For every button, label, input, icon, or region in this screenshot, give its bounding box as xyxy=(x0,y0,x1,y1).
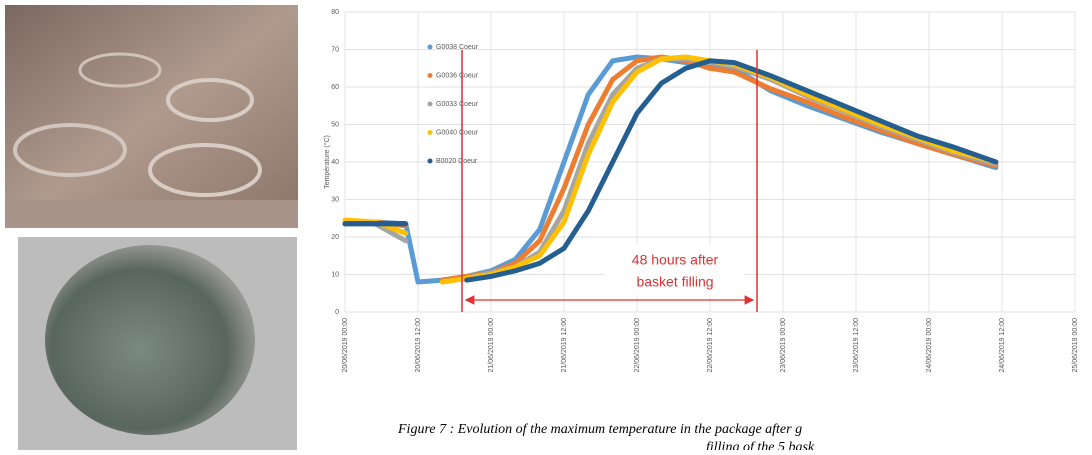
y-tick-label: 40 xyxy=(331,159,339,166)
photo-detail xyxy=(148,143,262,197)
photo-baskets xyxy=(5,5,298,228)
photo-container xyxy=(5,5,298,450)
y-tick-label: 70 xyxy=(331,46,339,53)
legend-swatch xyxy=(427,158,433,164)
x-tick-label: 22/06/2019 00:00 xyxy=(634,318,641,373)
y-tick-label: 10 xyxy=(331,271,339,278)
y-tick-label: 80 xyxy=(331,9,339,16)
photo-detail xyxy=(78,52,162,88)
x-tick-label: 21/06/2019 00:00 xyxy=(488,318,495,373)
annotation-box xyxy=(605,245,745,295)
chart: 0 10 20 30 40 50 60 70 80 20/06/2019 00:00 20/06/2… xyxy=(323,9,1079,373)
y-tick-label: 60 xyxy=(331,84,339,91)
x-tick-label: 21/06/2019 12:00 xyxy=(561,318,568,373)
x-tick-label: 22/06/2019 12:00 xyxy=(707,318,714,373)
x-tick-label: 24/06/2019 00:00 xyxy=(926,318,933,373)
y-tick-label: 20 xyxy=(331,234,339,241)
x-tick-label: 23/06/2019 00:00 xyxy=(780,318,787,373)
series-line xyxy=(342,58,999,283)
legend-label: G0036 Coeur xyxy=(436,72,479,79)
y-axis-label: Température (°C) xyxy=(323,135,331,189)
legend-swatch xyxy=(427,130,433,135)
photo-detail xyxy=(166,78,254,122)
annotation: 48 hours after xyxy=(632,252,719,268)
x-tick-label: 24/06/2019 12:00 xyxy=(999,318,1006,373)
y-tick-label: 30 xyxy=(331,196,339,203)
x-tick-label: 25/06/2019 00:00 xyxy=(1072,318,1079,373)
photo-detail xyxy=(45,245,255,435)
annotation: basket filling xyxy=(636,274,713,290)
legend-swatch xyxy=(427,101,433,107)
photo-detail xyxy=(5,200,298,228)
legend-swatch xyxy=(427,44,433,50)
legend-label: G0033 Coeur xyxy=(436,101,479,108)
legend-label: G0040 Coeur xyxy=(436,129,479,136)
caption: Figure 7 : Evolution of the maximum temp… xyxy=(397,422,802,437)
legend-label: G0038 Coeur xyxy=(436,44,479,51)
legend-swatch xyxy=(427,73,433,78)
legend-label: B0020 Coeur xyxy=(436,158,478,165)
x-tick-label: 20/06/2019 00:00 xyxy=(342,318,349,373)
photo-detail xyxy=(13,123,127,177)
y-tick-label: 50 xyxy=(331,121,339,128)
y-tick-label: 0 xyxy=(335,309,339,316)
caption: filling of the 5 bask xyxy=(706,440,815,450)
x-tick-label: 23/06/2019 12:00 xyxy=(853,318,860,373)
x-tick-label: 20/06/2019 12:00 xyxy=(415,318,422,373)
